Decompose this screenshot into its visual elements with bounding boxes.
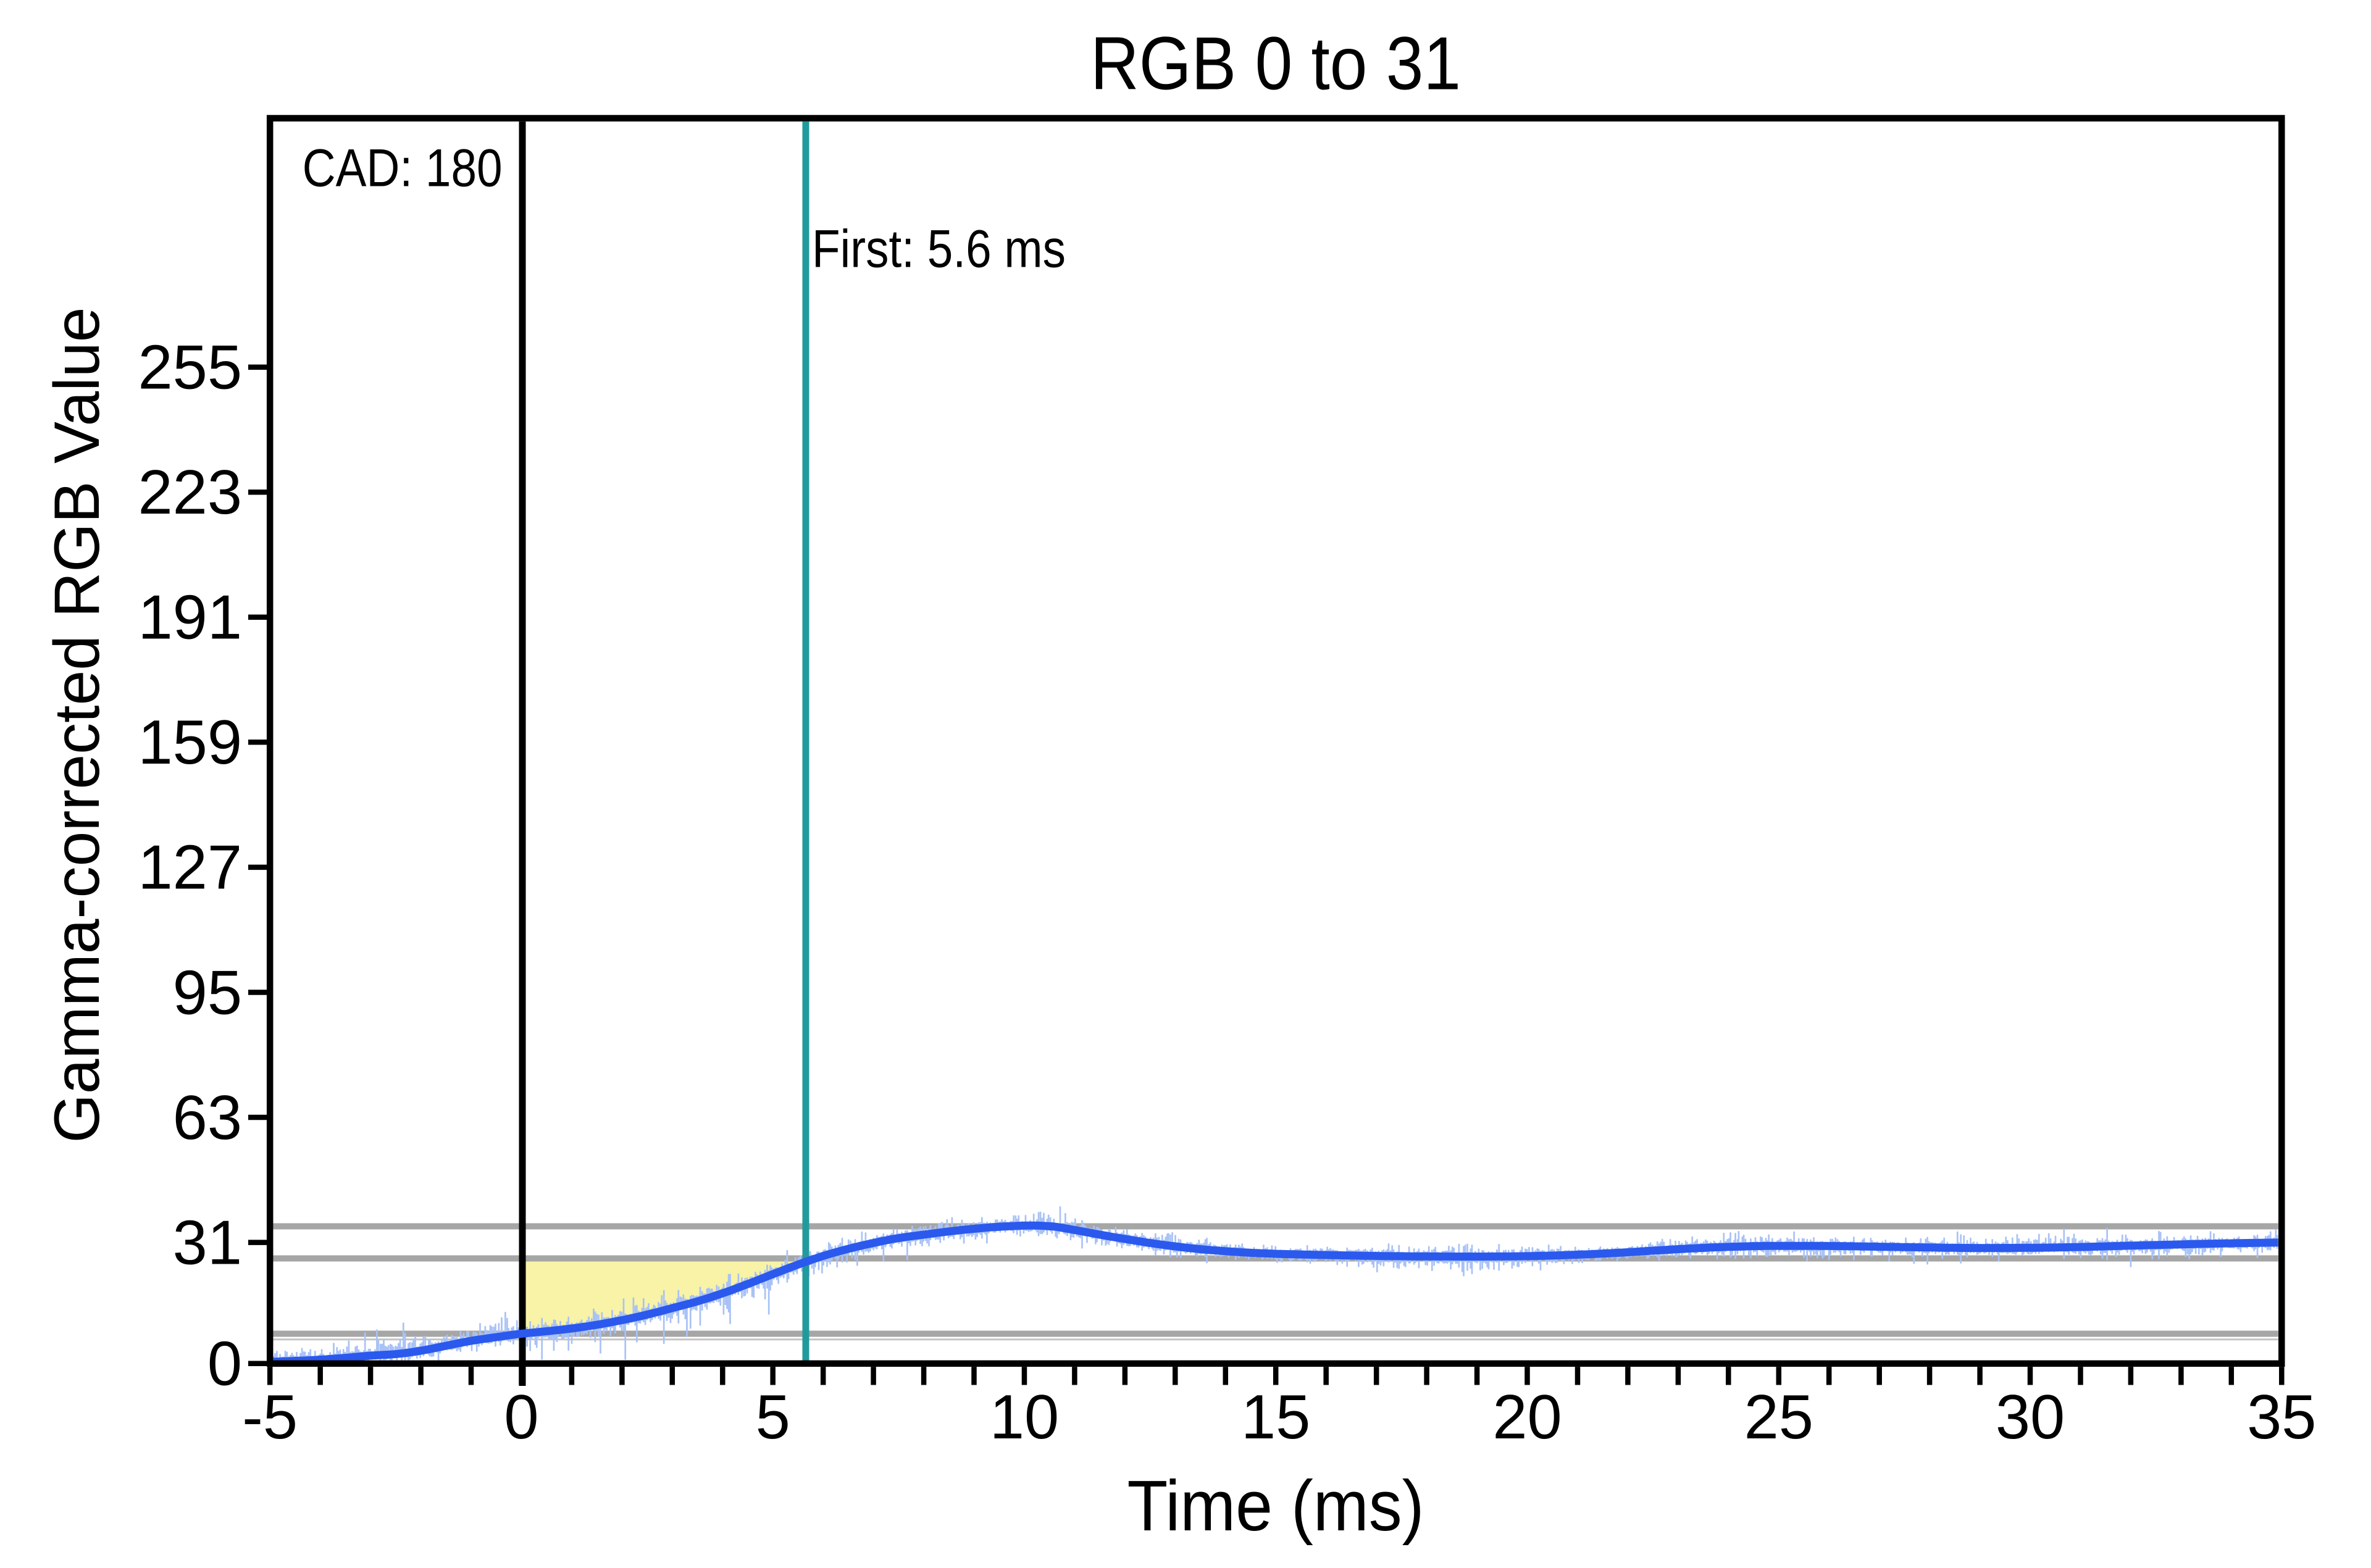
svg-text:0: 0 [504,1383,538,1452]
svg-text:95: 95 [173,958,242,1027]
svg-text:20: 20 [1492,1383,1562,1452]
svg-text:63: 63 [173,1083,242,1153]
svg-text:0: 0 [207,1330,242,1399]
svg-text:191: 191 [138,583,242,653]
svg-text:127: 127 [138,833,242,903]
svg-text:-5: -5 [242,1383,298,1452]
svg-text:25: 25 [1744,1383,1813,1452]
svg-text:255: 255 [138,333,242,402]
svg-text:First: 5.6 ms: First: 5.6 ms [812,219,1066,278]
svg-text:RGB 0 to 31: RGB 0 to 31 [1090,22,1461,106]
svg-text:159: 159 [138,708,242,777]
svg-text:15: 15 [1241,1383,1310,1452]
svg-text:30: 30 [1996,1383,2065,1452]
svg-text:31: 31 [173,1208,242,1277]
svg-text:35: 35 [2247,1383,2316,1452]
svg-text:Gamma-corrected RGB Value: Gamma-corrected RGB Value [41,307,113,1143]
svg-text:Time (ms): Time (ms) [1127,1466,1424,1546]
svg-text:223: 223 [138,458,242,527]
svg-text:CAD: 180: CAD: 180 [303,139,503,198]
svg-text:5: 5 [756,1383,790,1452]
svg-text:10: 10 [990,1383,1059,1452]
